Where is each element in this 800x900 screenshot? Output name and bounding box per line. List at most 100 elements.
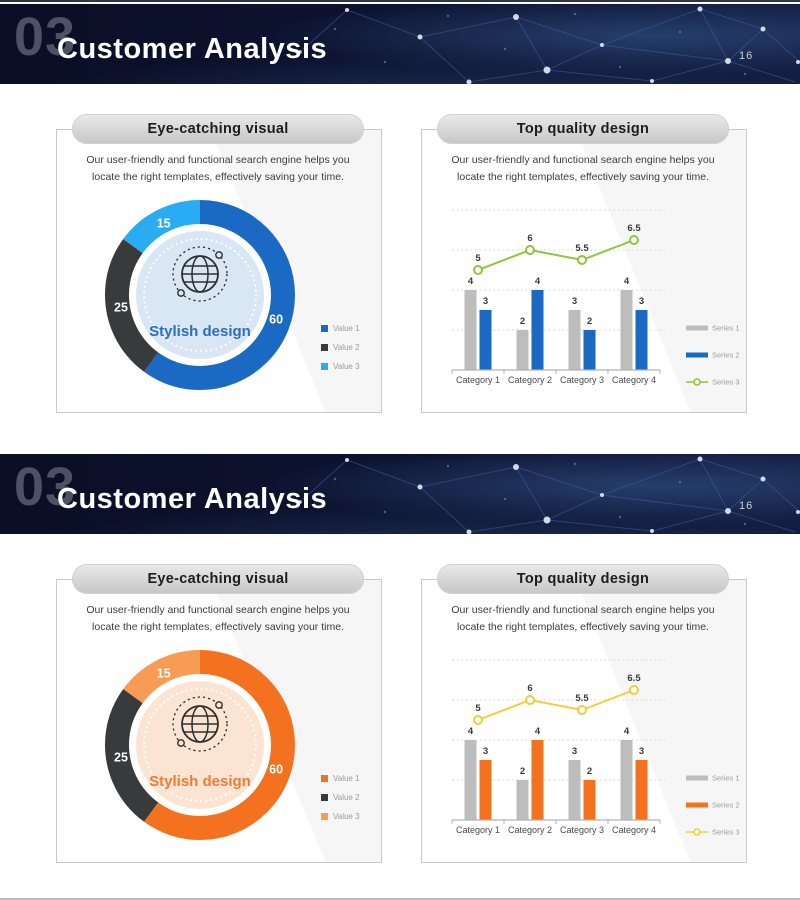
line-marker bbox=[473, 715, 483, 725]
slice-value-label: 15 bbox=[157, 667, 171, 681]
bar-series2 bbox=[583, 780, 596, 820]
legend-label: Series 1 bbox=[712, 324, 740, 333]
line-marker bbox=[577, 255, 587, 265]
panel-body-text: Our user-friendly and functional search … bbox=[451, 604, 715, 633]
network-background-graphic bbox=[0, 4, 800, 84]
legend-label: Series 3 bbox=[712, 378, 740, 387]
bar-value-label: 2 bbox=[520, 316, 525, 327]
bar-value-label: 4 bbox=[624, 726, 630, 737]
section-number: 03 bbox=[14, 7, 77, 67]
slice-value-label: 25 bbox=[114, 751, 128, 765]
donut-center bbox=[136, 231, 264, 359]
legend-swatch bbox=[321, 325, 328, 332]
legend-label: Value 3 bbox=[333, 362, 360, 371]
line-marker bbox=[525, 245, 535, 255]
bar-value-label: 4 bbox=[535, 726, 541, 737]
line-marker bbox=[473, 265, 483, 275]
bar-series2 bbox=[479, 760, 492, 820]
bar-value-label: 3 bbox=[639, 296, 644, 307]
line-value-label: 6 bbox=[527, 233, 532, 244]
bar-series1 bbox=[516, 780, 529, 820]
line-marker bbox=[629, 685, 639, 695]
legend-label: Series 3 bbox=[712, 828, 740, 837]
slice-value-label: 60 bbox=[269, 763, 283, 777]
line-value-label: 6 bbox=[527, 683, 532, 694]
section-number: 03 bbox=[14, 457, 77, 517]
category-label: Category 1 bbox=[456, 375, 500, 385]
bar-value-label: 4 bbox=[624, 276, 630, 287]
bar-series2 bbox=[635, 760, 648, 820]
bar-series1 bbox=[464, 740, 477, 820]
bar-value-label: 4 bbox=[468, 276, 474, 287]
panel-title-pill: Eye-catching visual bbox=[72, 564, 364, 594]
slide-title: Customer Analysis bbox=[57, 483, 328, 515]
line-value-label: 5 bbox=[475, 703, 481, 714]
legend-swatch bbox=[321, 813, 328, 820]
category-label: Category 4 bbox=[612, 375, 656, 385]
donut-chart: 60 25 15 Stylish design bbox=[105, 200, 295, 390]
donut-legend: Value 1 Value 2 Value 3 bbox=[321, 319, 360, 376]
slice-value-label: 15 bbox=[157, 217, 171, 231]
donut-legend: Value 1 Value 2 Value 3 bbox=[321, 769, 360, 826]
line-series3 bbox=[477, 239, 635, 271]
dotted-ring bbox=[143, 238, 257, 352]
legend-item: Value 1 bbox=[321, 769, 360, 788]
bar-value-label: 3 bbox=[639, 746, 644, 757]
category-label: Category 3 bbox=[560, 375, 604, 385]
legend-item: Value 3 bbox=[321, 807, 360, 826]
panel-title-pill: Top quality design bbox=[437, 114, 729, 144]
page-number: 16 bbox=[739, 500, 754, 512]
bar-value-label: 2 bbox=[587, 766, 592, 777]
line-value-label: 5.5 bbox=[575, 693, 589, 704]
bar-series1 bbox=[620, 740, 633, 820]
line-marker bbox=[629, 235, 639, 245]
legend-item: Value 2 bbox=[321, 338, 360, 357]
legend-label: Value 3 bbox=[333, 812, 360, 821]
line-value-label: 6.5 bbox=[627, 673, 641, 684]
slice-value-label: 25 bbox=[114, 301, 128, 315]
slide-preview-orange[interactable]: 03 Customer Analysis 16 Eye-catching vis… bbox=[0, 452, 800, 898]
bar-series1 bbox=[568, 760, 581, 820]
legend-label: Value 1 bbox=[333, 324, 360, 333]
legend-label: Value 2 bbox=[333, 793, 360, 802]
slide-header: 03 Customer Analysis 16 bbox=[0, 454, 800, 534]
bar-value-label: 2 bbox=[520, 766, 525, 777]
dotted-ring bbox=[143, 688, 257, 802]
bar-series1 bbox=[464, 290, 477, 370]
globe-icon bbox=[172, 696, 228, 752]
legend-label: Series 1 bbox=[712, 774, 740, 783]
panel-body-text: Our user-friendly and functional search … bbox=[86, 154, 350, 183]
legend-marker bbox=[693, 828, 701, 836]
donut-slice bbox=[105, 200, 295, 390]
legend-label: Series 2 bbox=[712, 801, 740, 810]
bar-series2 bbox=[531, 740, 544, 820]
category-label: Category 4 bbox=[612, 825, 656, 835]
donut-slice bbox=[105, 200, 295, 390]
legend-item: Value 3 bbox=[321, 357, 360, 376]
legend-swatch bbox=[321, 794, 328, 801]
line-value-label: 6.5 bbox=[627, 223, 641, 234]
donut-chart: 60 25 15 Stylish design bbox=[105, 650, 295, 840]
donut-center-label: Stylish design bbox=[149, 323, 251, 340]
page-number: 16 bbox=[739, 50, 754, 62]
line-marker bbox=[577, 705, 587, 715]
category-label: Category 2 bbox=[508, 375, 552, 385]
slide-title: Customer Analysis bbox=[57, 33, 328, 65]
bar-series1 bbox=[516, 330, 529, 370]
slide-preview-blue[interactable]: 03 Customer Analysis 16 Eye-catching vis… bbox=[0, 2, 800, 452]
bar-value-label: 3 bbox=[483, 296, 488, 307]
globe-icon bbox=[172, 246, 228, 302]
legend-label: Value 2 bbox=[333, 343, 360, 352]
network-background-graphic bbox=[0, 454, 800, 534]
legend-item: Value 2 bbox=[321, 788, 360, 807]
category-label: Category 2 bbox=[508, 825, 552, 835]
bar-series2 bbox=[531, 290, 544, 370]
panel-title-pill: Eye-catching visual bbox=[72, 114, 364, 144]
line-series3 bbox=[477, 689, 635, 721]
donut-center-label: Stylish design bbox=[149, 773, 251, 790]
legend-swatch bbox=[321, 363, 328, 370]
legend-marker bbox=[693, 378, 701, 386]
